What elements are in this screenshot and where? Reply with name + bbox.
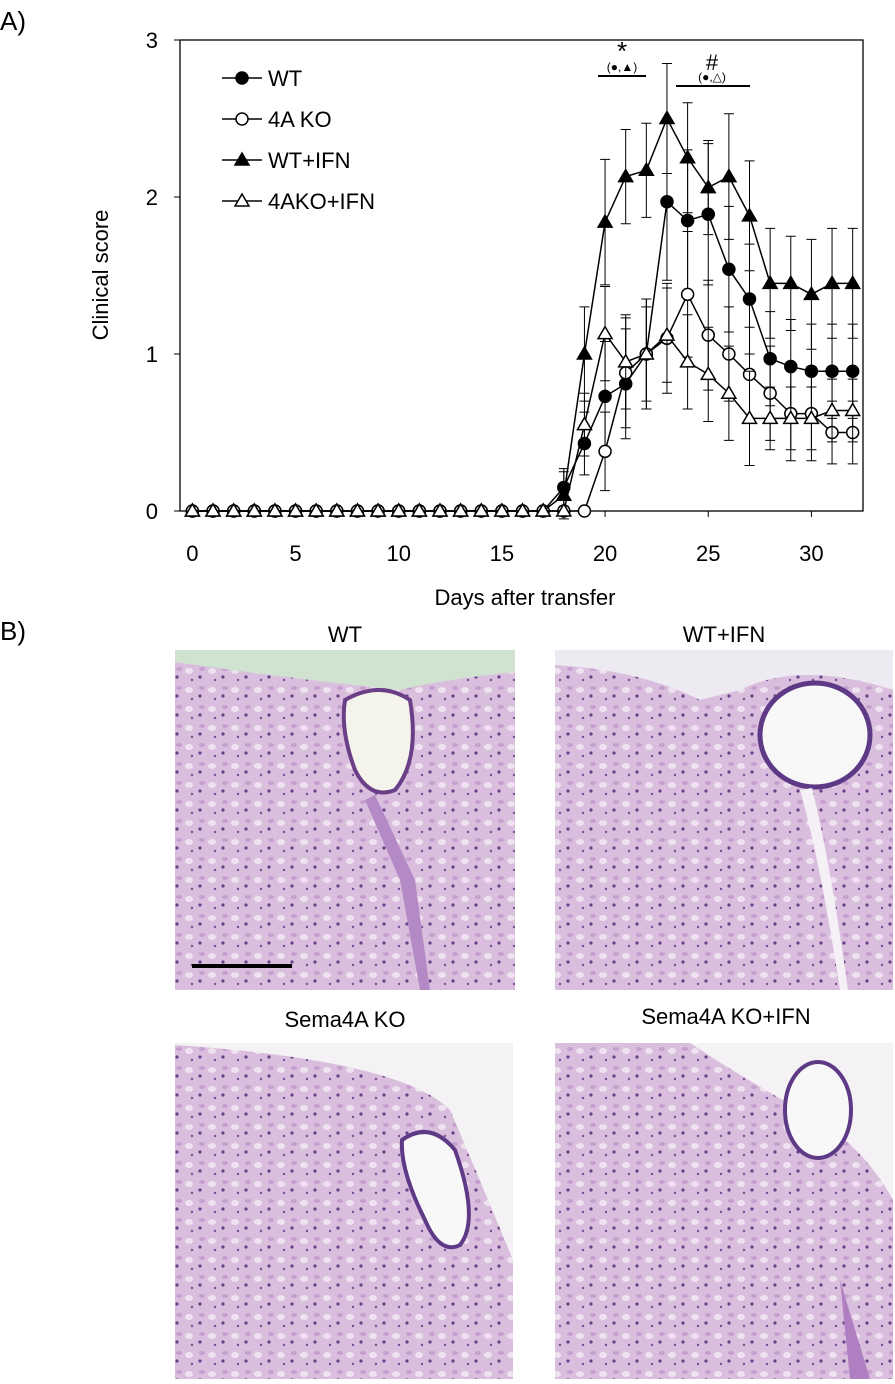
marker: [699, 179, 717, 194]
x-tick-label: 15: [490, 541, 514, 566]
marker: [472, 502, 490, 517]
legend-label: WT: [268, 66, 302, 91]
marker: [680, 287, 695, 302]
marker: [825, 364, 839, 379]
marker: [596, 325, 614, 340]
marker: [720, 384, 738, 399]
marker: [722, 262, 736, 276]
marker: [287, 502, 304, 517]
marker: [803, 409, 820, 425]
marker: [660, 194, 674, 209]
series-line: [192, 116, 853, 512]
marker: [245, 502, 263, 517]
marker: [369, 502, 387, 517]
marker: [555, 502, 573, 517]
annotation: (●,▲): [607, 60, 637, 74]
micrograph: [555, 1043, 893, 1379]
legend-marker: [233, 192, 251, 207]
marker: [452, 502, 469, 517]
x-tick-label: 0: [186, 541, 198, 566]
marker: [720, 168, 738, 183]
x-axis-label: Days after transfer: [435, 585, 616, 610]
marker: [266, 502, 284, 517]
marker: [741, 409, 758, 425]
marker: [823, 402, 841, 417]
marker: [390, 502, 408, 517]
marker: [658, 110, 676, 125]
marker: [204, 502, 222, 517]
marker: [307, 502, 325, 517]
y-tick-label: 3: [146, 28, 158, 53]
annotation: #: [706, 50, 719, 75]
marker: [638, 161, 655, 177]
micrograph: [175, 1043, 513, 1379]
x-tick-label: 5: [289, 541, 301, 566]
marker: [617, 168, 635, 183]
marker: [617, 353, 635, 368]
marker: [782, 409, 800, 425]
marker: [328, 502, 346, 517]
image-title: Sema4A KO+IFN: [641, 1004, 810, 1029]
marker: [761, 274, 779, 290]
annotation: *: [617, 36, 627, 66]
x-tick-label: 20: [593, 541, 617, 566]
marker: [576, 416, 593, 431]
marker: [679, 353, 696, 368]
legend-label: 4A KO: [268, 107, 332, 132]
image-title: Sema4A KO: [284, 1007, 405, 1032]
marker: [782, 274, 800, 290]
marker: [699, 365, 717, 381]
x-tick-label: 25: [696, 541, 720, 566]
marker: [845, 364, 860, 379]
marker: [596, 213, 614, 228]
legend-marker: [235, 71, 249, 85]
marker: [576, 345, 593, 360]
marker: [225, 502, 242, 517]
x-tick-label: 30: [799, 541, 823, 566]
micrograph: [555, 650, 893, 990]
annotation: (●,△): [698, 70, 726, 84]
y-tick-label: 2: [146, 185, 158, 210]
marker: [823, 274, 841, 290]
y-tick-label: 1: [146, 342, 158, 367]
image-title: WT: [328, 622, 362, 647]
marker: [680, 213, 695, 228]
legend-marker: [235, 112, 249, 126]
marker: [577, 504, 592, 518]
marker: [184, 502, 201, 517]
legend-marker: [233, 151, 251, 166]
marker: [679, 149, 696, 164]
marker: [493, 502, 511, 517]
marker: [349, 502, 366, 517]
marker: [803, 285, 820, 301]
marker: [411, 502, 428, 517]
image-title: WT+IFN: [683, 622, 766, 647]
legend-label: 4AKO+IFN: [268, 189, 375, 214]
marker: [844, 274, 861, 290]
marker: [638, 345, 655, 360]
panel-label: A): [0, 6, 26, 36]
marker: [741, 207, 758, 222]
marker: [658, 326, 676, 341]
x-tick-label: 10: [386, 541, 410, 566]
marker: [742, 292, 757, 306]
panel-label: B): [0, 616, 26, 646]
marker: [534, 502, 552, 517]
series-line: [192, 200, 853, 512]
y-axis-label: Clinical score: [88, 210, 113, 341]
marker: [761, 409, 779, 425]
marker: [598, 389, 612, 404]
marker: [431, 502, 449, 517]
marker: [844, 402, 861, 417]
micrograph: [175, 650, 515, 990]
y-tick-label: 0: [146, 499, 158, 524]
marker: [514, 502, 531, 517]
marker: [598, 444, 612, 459]
legend-label: WT+IFN: [268, 148, 351, 173]
